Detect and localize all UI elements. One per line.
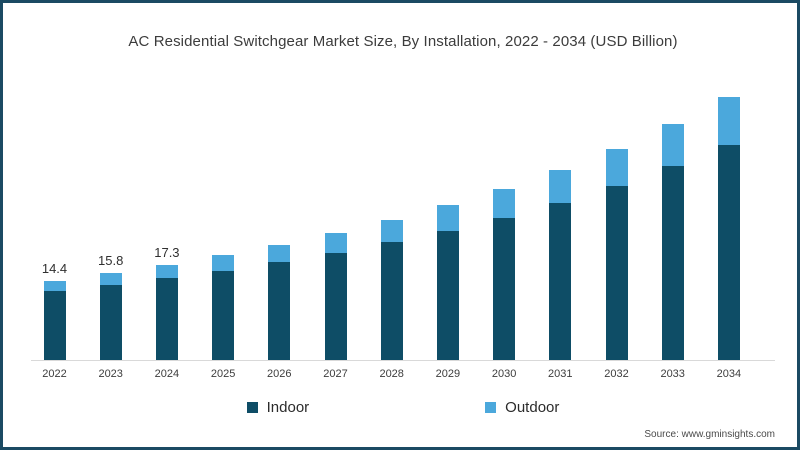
legend-item-indoor[interactable]: Indoor: [246, 399, 310, 416]
x-axis-line: [31, 360, 775, 361]
bar-2029[interactable]: [436, 205, 459, 360]
bar-value-label: 15.8: [98, 252, 124, 268]
x-tick-2026: 2026: [267, 368, 292, 380]
bar-2032[interactable]: [605, 148, 628, 360]
bar-2026[interactable]: [268, 244, 291, 360]
bar-2025[interactable]: [212, 255, 235, 360]
x-tick-2025: 2025: [210, 368, 236, 380]
bar-value-label: 14.4: [41, 260, 68, 276]
bar-2023[interactable]: 15.8: [98, 253, 123, 360]
bar-segment-indoor[interactable]: [661, 166, 684, 360]
bar-segment-outdoor[interactable]: [549, 170, 572, 203]
bar-segment-indoor[interactable]: [268, 262, 291, 360]
bar-2030[interactable]: [493, 188, 516, 360]
chart-title: AC Residential Switchgear Market Size, B…: [128, 33, 678, 50]
bar-2031[interactable]: [549, 170, 572, 360]
bar-segment-indoor[interactable]: [493, 217, 516, 360]
x-tick-2028: 2028: [379, 368, 404, 380]
x-tick-2024: 2024: [154, 368, 180, 380]
bar-2027[interactable]: [324, 233, 347, 360]
bar-segment-outdoor[interactable]: [717, 97, 740, 145]
x-tick-2030: 2030: [491, 368, 517, 380]
chart-legend: Indoor Outdoor: [3, 399, 797, 416]
bar-2028[interactable]: [380, 219, 403, 360]
bar-segment-outdoor[interactable]: [605, 148, 628, 186]
bar-segment-outdoor[interactable]: [324, 233, 347, 253]
bar-segment-indoor[interactable]: [99, 284, 122, 360]
x-tick-2027: 2027: [323, 368, 348, 380]
bar-segment-indoor[interactable]: [380, 242, 403, 360]
bar-segment-outdoor[interactable]: [268, 244, 291, 263]
x-tick-2031: 2031: [548, 368, 573, 380]
legend-label: Outdoor: [505, 399, 560, 416]
bar-2024[interactable]: 17.3: [154, 245, 180, 360]
bar-segment-outdoor[interactable]: [436, 205, 459, 231]
legend-swatch-icon: [485, 402, 497, 413]
bar-segment-indoor[interactable]: [605, 185, 628, 360]
bar-segment-outdoor[interactable]: [212, 255, 235, 271]
bar-segment-outdoor[interactable]: [99, 272, 122, 285]
bar-segment-indoor[interactable]: [212, 270, 235, 360]
x-tick-2033: 2033: [660, 368, 685, 380]
bar-2033[interactable]: [661, 124, 684, 360]
bar-segment-indoor[interactable]: [324, 252, 347, 360]
x-tick-2022: 2022: [42, 368, 67, 380]
bar-2034[interactable]: [717, 97, 740, 360]
bar-segment-outdoor[interactable]: [661, 124, 684, 167]
bar-segment-indoor[interactable]: [43, 291, 66, 360]
bar-segment-outdoor[interactable]: [155, 264, 178, 279]
bar-2022[interactable]: 14.4: [42, 261, 67, 360]
bar-segment-indoor[interactable]: [717, 144, 740, 360]
bar-segment-outdoor[interactable]: [493, 188, 516, 218]
bar-segment-outdoor[interactable]: [380, 219, 403, 243]
bar-value-label: 17.3: [154, 244, 180, 260]
legend-swatch-icon: [246, 402, 258, 413]
x-tick-2032: 2032: [604, 368, 629, 380]
bar-segment-outdoor[interactable]: [43, 280, 66, 291]
x-tick-2023: 2023: [98, 368, 123, 380]
source-attribution: Source: www.gminsights.com: [644, 429, 775, 440]
x-tick-2029: 2029: [435, 368, 461, 380]
bar-segment-indoor[interactable]: [436, 230, 459, 360]
bar-segment-indoor[interactable]: [155, 278, 178, 360]
x-tick-2034: 2034: [716, 368, 742, 380]
bar-segment-indoor[interactable]: [549, 202, 572, 360]
plot-area: 14.4 15.8 17.3 2022 2023 2024 2025 2026 2027 202…: [3, 3, 797, 447]
legend-label: Indoor: [266, 399, 310, 416]
legend-item-outdoor[interactable]: Outdoor: [485, 399, 559, 416]
